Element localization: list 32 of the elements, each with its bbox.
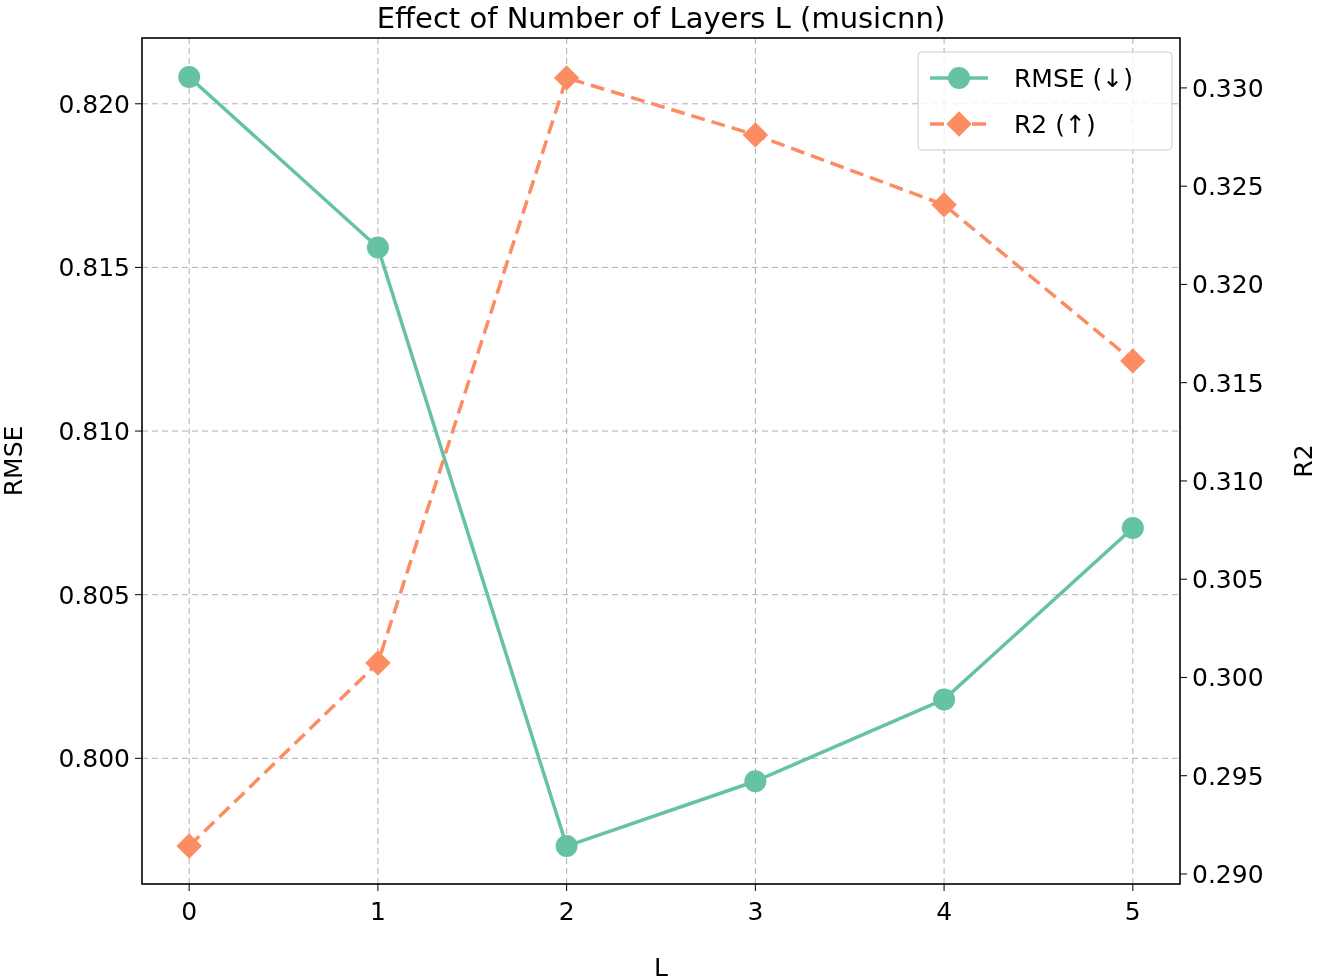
point (933, 688, 956, 711)
x-tick-label: 2 (558, 897, 575, 926)
y-tick-label: 0.815 (58, 253, 130, 283)
y2-tick-label: 0.330 (1192, 73, 1264, 103)
legend-label: RMSE (↓) (1014, 64, 1134, 93)
y-axis-title: RMSE (0, 425, 28, 497)
y-tick-label: 0.820 (58, 89, 130, 119)
point (1121, 516, 1144, 539)
legend-label: R2 (↑) (1014, 110, 1096, 139)
y2-tick-label: 0.290 (1192, 859, 1264, 889)
y2-tick-label: 0.315 (1192, 368, 1264, 398)
y-tick-label: 0.800 (58, 744, 130, 774)
x-tick-label: 0 (181, 897, 198, 926)
y2-tick-label: 0.310 (1192, 466, 1264, 496)
y2-tick-label: 0.325 (1192, 172, 1264, 202)
point (555, 835, 578, 858)
y-tick-label: 0.810 (58, 417, 130, 447)
y2-tick-label: 0.300 (1192, 663, 1264, 693)
y2-tick-label: 0.320 (1192, 270, 1264, 300)
point (744, 770, 767, 793)
y-tick-label: 0.805 (58, 580, 130, 610)
y2-tick-label: 0.305 (1192, 565, 1264, 595)
point (178, 65, 201, 88)
chart-title: Effect of Number of Layers L (musicnn) (376, 1, 946, 35)
x-tick-label: 4 (936, 897, 953, 926)
x-tick-label: 5 (1124, 897, 1141, 926)
x-tick-label: 3 (747, 897, 764, 926)
x-axis-title: L (654, 953, 669, 980)
y2-axis-title: R2 (1289, 444, 1318, 478)
y2-tick-label: 0.295 (1192, 761, 1264, 791)
x-tick-label: 1 (369, 897, 386, 926)
point (366, 236, 389, 259)
